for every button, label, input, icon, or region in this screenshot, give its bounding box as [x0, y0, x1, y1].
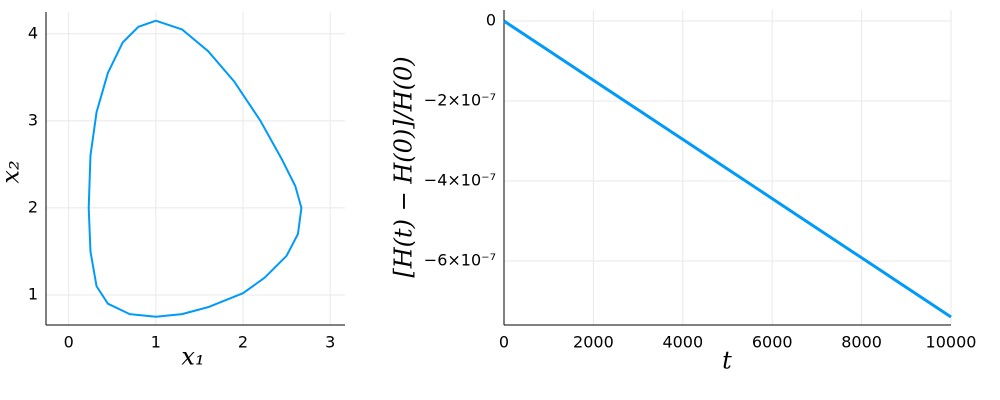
- x-tick-label: 3: [325, 333, 335, 352]
- x-tick-label: 10000: [926, 333, 977, 352]
- y-tick-label: 0: [486, 11, 496, 30]
- x-axis-label: x₁: [181, 343, 204, 371]
- y-tick-label: 1: [28, 284, 38, 303]
- y-tick-label: 3: [28, 110, 38, 129]
- y-axis-label: [H(t) − H(0)]/H(0): [390, 56, 418, 277]
- x-tick-label: 4000: [662, 333, 703, 352]
- x-tick-label: 0: [499, 333, 509, 352]
- y-tick-label: −4×10⁻⁷: [424, 171, 496, 190]
- x-tick-label: 8000: [841, 333, 882, 352]
- y-tick-label: 2: [28, 197, 38, 216]
- y-tick-label: −6×10⁻⁷: [424, 251, 496, 270]
- x-tick-label: 1: [151, 333, 161, 352]
- x-tick-label: 2: [238, 333, 248, 352]
- y-tick-label: 4: [28, 23, 38, 42]
- x-tick-label: 6000: [752, 333, 793, 352]
- x-tick-label: 0: [64, 333, 74, 352]
- data-line: [87, 19, 303, 318]
- y-tick-label: −2×10⁻⁷: [424, 91, 496, 110]
- x-axis-label: t: [722, 347, 732, 375]
- data-line: [503, 19, 952, 319]
- x-tick-label: 2000: [573, 333, 614, 352]
- y-axis-label: x₂: [0, 160, 25, 183]
